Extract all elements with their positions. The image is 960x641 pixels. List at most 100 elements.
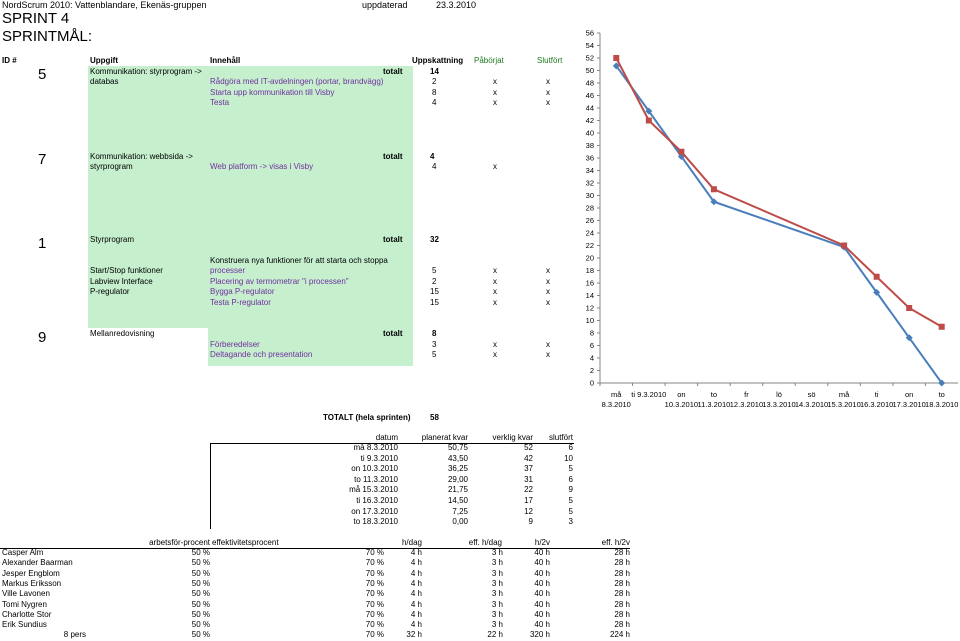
x-tick-label: 17.3.2010 <box>892 400 925 409</box>
team-cell: 40 h <box>534 568 550 578</box>
burndown-cell: 17 <box>524 496 533 505</box>
x-tick-label: sö <box>808 390 816 399</box>
team-cell: 40 h <box>534 578 550 588</box>
burndown-cell: 52 <box>524 443 533 452</box>
burndown-cell: 3 <box>568 517 573 527</box>
col-started: Påbörjat <box>474 56 504 65</box>
burndown-chart: 0246810121416182022242628303234363840424… <box>586 29 959 410</box>
story-id: 7 <box>38 151 47 168</box>
y-tick-label: 18 <box>586 266 594 275</box>
item-finished: x <box>546 287 550 296</box>
y-tick-label: 46 <box>586 91 594 100</box>
burndown-divider <box>210 443 574 444</box>
burndown-cell: må 15.3.2010 <box>349 485 398 495</box>
updated-date: 23.3.2010 <box>436 0 477 10</box>
team-member-name: Erik Sundius <box>2 620 47 630</box>
y-tick-label: 12 <box>586 304 594 313</box>
burndown-cell: 42 <box>524 453 533 463</box>
item-finished: x <box>546 77 550 86</box>
burndown-cell: 6 <box>568 443 573 452</box>
y-tick-label: 26 <box>586 216 594 225</box>
series-point-1 <box>841 242 848 249</box>
x-tick-label: 13.3.2010 <box>762 400 795 409</box>
burndown-row: to 11.3.2010 29,00 31 6 <box>210 475 574 485</box>
team-member-name: Charlotte Stor <box>2 609 52 619</box>
y-tick-label: 30 <box>586 191 594 200</box>
story-total: 32 <box>430 235 439 244</box>
burndown-cell: 6 <box>568 474 573 484</box>
item-estimate: 4 <box>432 98 437 107</box>
burndown-cell: ti 16.3.2010 <box>356 496 398 505</box>
team-cell: 50 % <box>191 558 210 568</box>
team-header: arbetsför-procent <box>149 538 210 547</box>
team-cell: 70 % <box>365 609 384 619</box>
item-estimate: 3 <box>432 340 437 349</box>
burndown-cell: 14,50 <box>447 496 468 505</box>
item-text: Web platform -> visas i Visby <box>210 162 314 171</box>
team-cell: 50 % <box>191 548 210 557</box>
series-point-0 <box>612 62 620 70</box>
team-cell: 4 h <box>410 578 422 588</box>
burndown-header: planerat kvar <box>421 433 468 442</box>
team-cell: 28 h <box>614 558 630 568</box>
total-label: totalt <box>383 329 403 338</box>
total-label: totalt <box>383 67 403 76</box>
burndown-row: må 8.3.2010 50,75 52 6 <box>210 443 574 453</box>
series-point-1 <box>938 323 945 330</box>
team-cell: 40 h <box>534 548 550 557</box>
team-member-name: Markus Eriksson <box>2 578 62 588</box>
story-task: Mellanredovisning <box>90 329 155 338</box>
sprint-title: SPRINT 4 <box>2 10 70 27</box>
x-tick-label: 11.3.2010 <box>698 400 731 409</box>
team-cell: 40 h <box>534 620 550 630</box>
team-header: effektivitetsprocent <box>212 538 279 547</box>
y-tick-label: 50 <box>586 66 594 75</box>
team-cell: 70 % <box>365 558 384 568</box>
item-finished: x <box>546 340 550 349</box>
y-tick-label: 56 <box>586 29 594 38</box>
team-cell: 50 % <box>191 578 210 588</box>
team-total-row: 8 pers 50 % 70 % 32 h 22 h 320 h 224 h <box>0 630 630 640</box>
y-tick-label: 52 <box>586 54 594 63</box>
series-point-1 <box>873 273 880 280</box>
team-cell: 28 h <box>614 609 630 619</box>
burndown-left-border <box>210 443 211 529</box>
y-tick-label: 4 <box>590 354 594 363</box>
burndown-cell: 36,25 <box>447 464 468 474</box>
team-member-name: Jesper Engblom <box>2 568 60 578</box>
series-line-0 <box>615 65 943 384</box>
x-tick-label: må <box>611 390 622 399</box>
burndown-cell: 31 <box>524 474 533 484</box>
col-id: ID # <box>2 56 17 65</box>
team-cell: 70 % <box>365 630 384 640</box>
story-total: 14 <box>430 67 439 76</box>
team-cell: 70 % <box>365 620 384 630</box>
burndown-header: verklig kvar <box>492 433 533 442</box>
team-cell: 3 h <box>491 558 503 568</box>
x-tick-label: lö <box>776 390 782 399</box>
team-header: eff. h/2v <box>601 538 630 547</box>
item-finished: x <box>546 298 550 307</box>
team-cell: 28 h <box>614 620 630 630</box>
team-cell: 40 h <box>534 599 550 609</box>
item-text: Deltagande och presentation <box>210 350 313 359</box>
item-started: x <box>493 98 497 107</box>
content-column-bg <box>208 66 413 366</box>
burndown-cell: 9 <box>528 517 533 527</box>
burndown-cell: 50,75 <box>447 443 468 452</box>
item-text: processer <box>210 266 246 275</box>
team-cell: 70 % <box>365 568 384 578</box>
burndown-row: on 17.3.2010 7,25 12 5 <box>210 507 574 517</box>
team-cell: 3 h <box>491 548 503 557</box>
series-point-1 <box>906 305 913 311</box>
x-tick-label: må <box>839 390 850 399</box>
y-tick-label: 14 <box>586 291 594 300</box>
team-cell: 28 h <box>614 599 630 609</box>
item-estimate: 5 <box>432 350 437 359</box>
burndown-cell: to 18.3.2010 <box>353 517 398 527</box>
y-tick-label: 24 <box>586 229 594 238</box>
team-member-name: Casper Alm <box>2 548 44 557</box>
burndown-cell: 21,75 <box>447 485 468 495</box>
item-text: Testa <box>210 98 230 107</box>
y-tick-label: 6 <box>590 341 594 350</box>
